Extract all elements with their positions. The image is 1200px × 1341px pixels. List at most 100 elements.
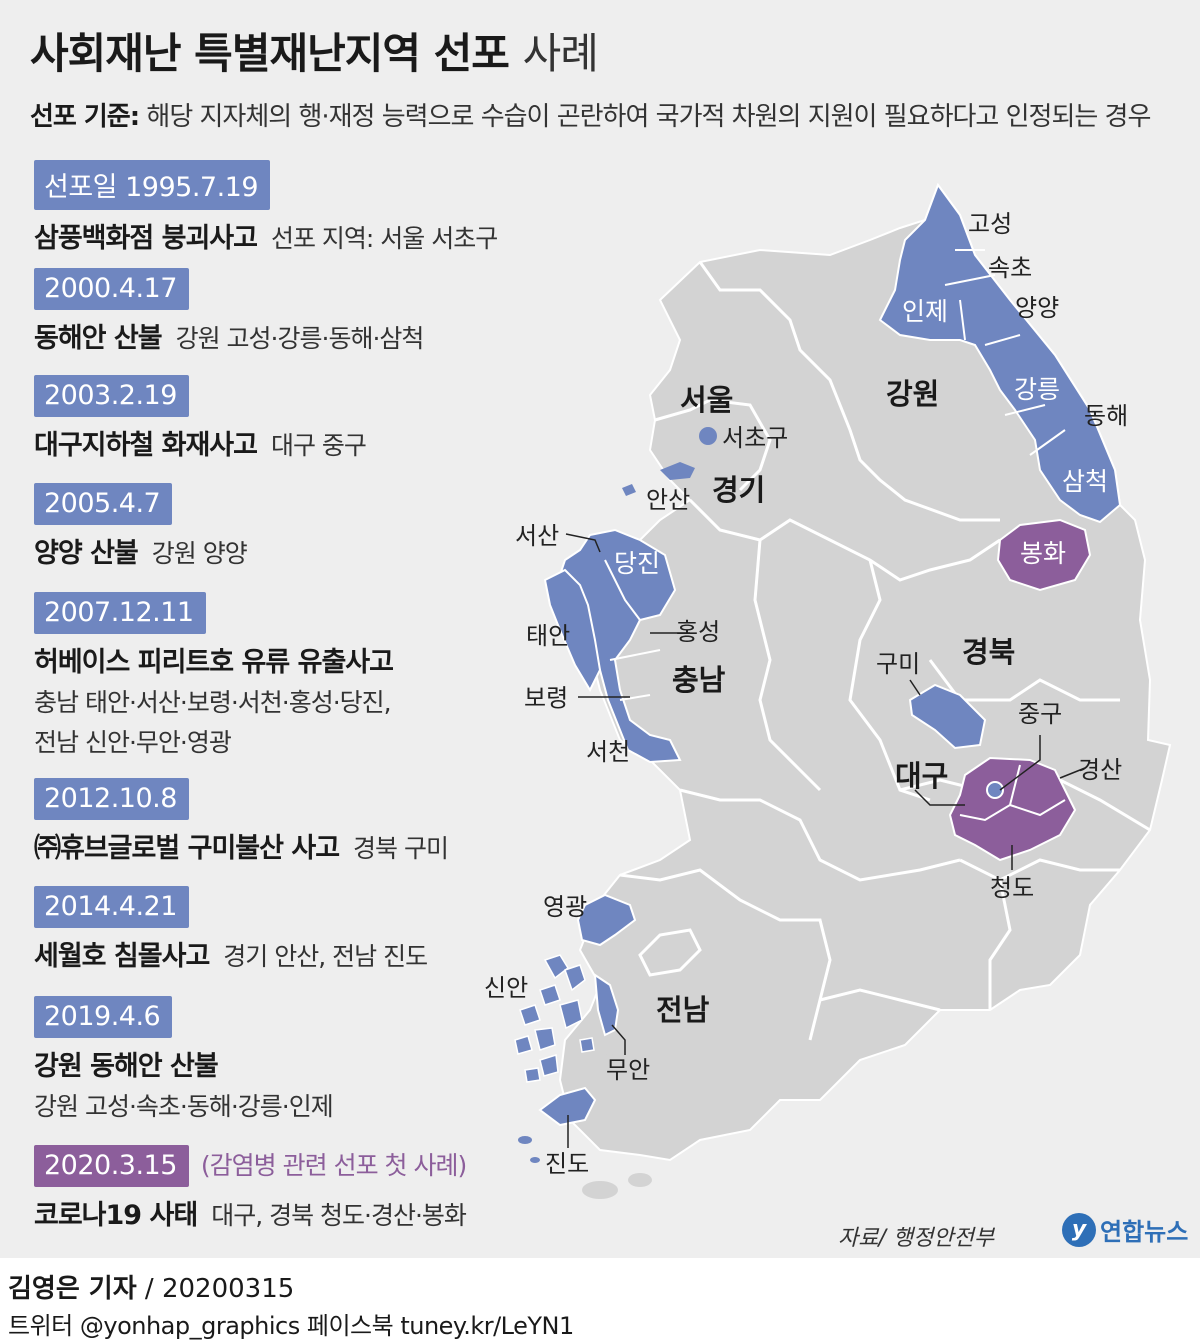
label-gumi: 구미	[876, 650, 920, 678]
label-dangjin: 당진	[614, 549, 660, 578]
event-name: 강원 동해안 산불	[34, 1051, 219, 1082]
label-hongseong: 홍성	[676, 618, 720, 646]
label-taean: 태안	[526, 622, 570, 650]
page-title: 사회재난 특별재난지역 선포 사례	[30, 20, 599, 81]
region-taean-peninsula	[543, 568, 602, 693]
event-name: 삼풍백화점 붕괴사고	[34, 223, 258, 254]
event-2019: 2019.4.6 강원 동해안 산불 강원 고성·속초·동해·강릉·인제	[34, 996, 334, 1123]
event-areas-2: 강원 고성·속초·동해·강릉·인제	[34, 1092, 334, 1121]
logo-mark-icon: y	[1062, 1212, 1096, 1247]
label-inje: 인제	[902, 297, 948, 326]
region-sinan	[514, 954, 595, 1083]
region-ansan	[660, 462, 695, 480]
yonhap-logo: y 연합뉴스	[1062, 1212, 1188, 1247]
criteria: 선포 기준: 해당 지자체의 행·재정 능력으로 수습이 곤란하여 국가적 차원…	[30, 96, 1151, 133]
province-seoul: 서울	[680, 383, 733, 417]
label-bonghwa: 봉화	[1020, 539, 1066, 568]
event-date: 2007.12.11	[34, 592, 206, 634]
label-cheongdo: 청도	[990, 874, 1034, 902]
gangwon-subborders	[944, 249, 1066, 456]
label-seosan: 서산	[515, 522, 559, 550]
event-note: (감염병 관련 선포 첫 사례)	[200, 1151, 467, 1180]
event-2007: 2007.12.11 허베이스 피리트호 유류 유출사고 충남 태안·서산·보령…	[34, 592, 394, 759]
region-bonghwa	[996, 518, 1092, 592]
logo-text: 연합뉴스	[1100, 1218, 1189, 1246]
province-gyeonggi: 경기	[712, 473, 765, 507]
label-ansan: 안산	[646, 486, 690, 514]
reporter-name: 김영은 기자	[8, 1274, 137, 1304]
event-date: 2019.4.6	[34, 996, 173, 1038]
event-name: 동해안 산불	[34, 323, 163, 354]
event-areas: 충남 태안·서산·보령·서천·홍성·당진,	[34, 688, 392, 717]
event-date: 2000.4.17	[34, 268, 189, 310]
label-donghae: 동해	[1084, 402, 1128, 430]
title-main: 사회재난 특별재난지역 선포	[30, 29, 510, 78]
event-name: 대구지하철 화재사고	[34, 430, 258, 461]
seocho-dot	[699, 427, 717, 445]
event-2005: 2005.4.7 양양 산불 강원 양양	[34, 483, 248, 570]
label-seocho: 서초구	[722, 424, 788, 452]
event-2012: 2012.10.8 ㈜휴브글로벌 구미불산 사고 경북 구미	[34, 778, 449, 865]
korea-map: 고성 속초 인제 양양 강릉 동해 삼척 봉화 서초구 안산 서산 당진 태안 …	[484, 182, 1172, 1199]
event-areas: 경기 안산, 전남 진도	[223, 942, 428, 971]
event-areas-2: 전남 신안·무안·영광	[34, 728, 232, 757]
region-ansan-island	[622, 484, 636, 496]
region-muan	[593, 973, 620, 1037]
label-muan: 무안	[606, 1056, 650, 1084]
islands	[582, 1054, 652, 1199]
region-jindo	[538, 1086, 597, 1127]
event-date: 2014.4.21	[34, 886, 189, 928]
jindo-islets	[518, 1136, 540, 1163]
event-date: 2005.4.7	[34, 483, 173, 525]
label-goseong: 고성	[968, 210, 1012, 238]
region-yeonggwang	[576, 893, 637, 947]
event-name: 허베이스 피리트호 유류 유출사고	[34, 647, 394, 678]
event-2014: 2014.4.21 세월호 침몰사고 경기 안산, 전남 진도	[34, 886, 428, 973]
label-jindo: 진도	[545, 1150, 589, 1178]
event-name: 코로나19 사태	[34, 1200, 198, 1231]
criteria-label: 선포 기준:	[30, 102, 140, 132]
event-name: 양양 산불	[34, 538, 139, 569]
region-goseong-inje-coast	[878, 182, 1122, 524]
daegu-subborders	[959, 764, 1066, 822]
event-areas: 대구 중구	[270, 431, 367, 460]
label-yangyang: 양양	[1015, 294, 1059, 322]
province-gyeongbuk: 경북	[962, 635, 1015, 669]
label-junggu: 중구	[1018, 700, 1062, 728]
title-suffix: 사례	[522, 29, 599, 78]
event-areas: 강원 고성·강릉·동해·삼척	[175, 324, 425, 353]
event-2000: 2000.4.17 동해안 산불 강원 고성·강릉·동해·삼척	[34, 268, 425, 355]
byline-date: / 20200315	[144, 1274, 295, 1304]
social-links: 트위터 @yonhap_graphics 페이스북 tuney.kr/LeYN1	[8, 1312, 574, 1340]
label-boryeong: 보령	[524, 684, 568, 712]
byline: 김영은 기자 / 20200315	[8, 1268, 294, 1305]
region-gumi	[908, 683, 987, 750]
leader-lines	[565, 533, 1086, 1148]
province-chungnam: 충남	[672, 663, 726, 697]
chungnam-subborders	[604, 559, 661, 701]
label-gangneung: 강릉	[1014, 375, 1060, 404]
label-sinan: 신안	[484, 974, 528, 1002]
event-1995: 선포일 1995.7.19 삼풍백화점 붕괴사고 선포 지역: 서울 서초구	[34, 160, 498, 255]
label-gyeongsan: 경산	[1078, 756, 1122, 784]
label-yeonggwang: 영광	[543, 893, 587, 921]
province-gangwon: 강원	[886, 377, 939, 411]
label-samcheok: 삼척	[1062, 467, 1108, 496]
event-name: ㈜휴브글로벌 구미불산 사고	[34, 833, 340, 864]
event-areas: 선포 지역: 서울 서초구	[270, 224, 498, 253]
event-2020: 2020.3.15 (감염병 관련 선포 첫 사례) 코로나19 사태 대구, 경북…	[34, 1145, 467, 1232]
criteria-text: 해당 지자체의 행·재정 능력으로 수습이 곤란하여 국가적 차원의 지원이 필…	[146, 102, 1151, 132]
province-jeonnam: 전남	[656, 993, 710, 1027]
event-date: 선포일 1995.7.19	[34, 160, 271, 210]
event-name: 세월호 침몰사고	[34, 941, 210, 972]
province-daegu: 대구	[895, 759, 948, 793]
event-areas: 대구, 경북 청도·경산·봉화	[211, 1201, 467, 1230]
junggu-dot	[986, 781, 1004, 799]
mainland	[558, 182, 1172, 1162]
event-date: 2003.2.19	[34, 375, 189, 417]
label-sokcho: 속초	[988, 254, 1032, 282]
event-date: 2012.10.8	[34, 778, 189, 820]
event-date: 2020.3.15	[34, 1145, 189, 1187]
event-areas: 강원 양양	[151, 539, 248, 568]
source-credit: 자료/ 행정안전부	[838, 1226, 995, 1251]
